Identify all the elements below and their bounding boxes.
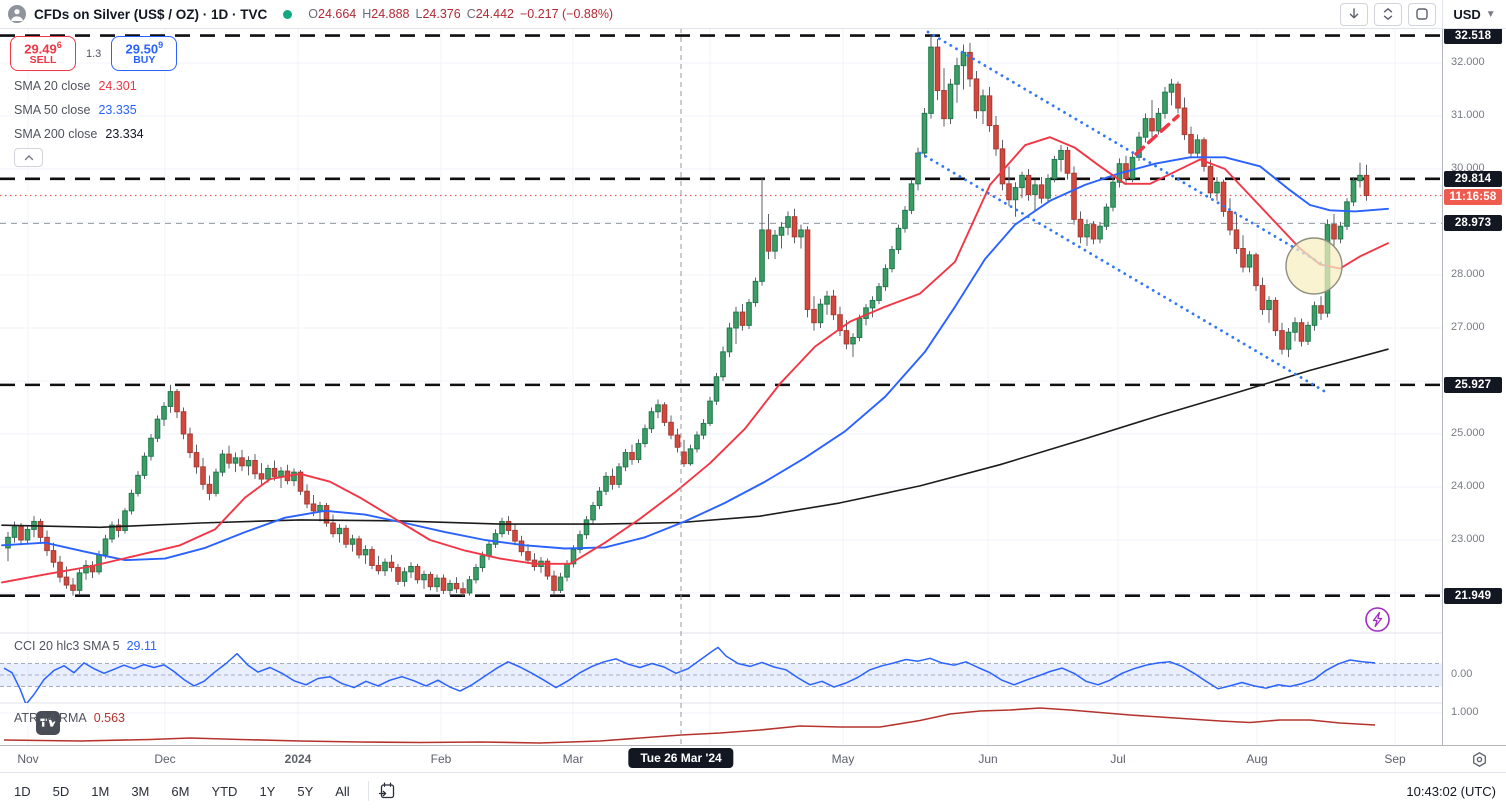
bar-countdown-label: 11:16:58 <box>1444 189 1502 205</box>
range-buttons: 1D 5D 1M 3M 6M YTD 1Y 5Y All <box>0 780 358 803</box>
header-divider <box>1442 0 1443 28</box>
go-to-date-button[interactable] <box>377 781 397 801</box>
price-tick: 31.000 <box>1451 109 1485 121</box>
sma-label: SMA 20 close <box>14 79 91 93</box>
ohlc-key: O <box>308 7 319 21</box>
chart-header: CFDs on Silver (US$ / OZ) · 1D · TVC O24… <box>0 0 1506 29</box>
price-axis[interactable]: 32.000 31.000 30.000 28.000 27.000 25.000 24.0… <box>1442 0 1506 772</box>
trade-widget: 29.496 SELL 1.3 29.509 BUY <box>10 36 178 71</box>
range-button-ytd[interactable]: YTD <box>211 783 238 799</box>
time-tick: Dec <box>154 752 176 766</box>
symbol-title[interactable]: CFDs on Silver (US$ / OZ) · 1D · TVC <box>34 6 268 22</box>
currency-selector[interactable]: USD ▼ <box>1453 6 1496 22</box>
price-tick: 24.000 <box>1451 480 1485 492</box>
time-tick: Sep <box>1384 752 1406 766</box>
sma-value: 23.334 <box>105 127 144 141</box>
arrow-down-icon <box>1349 8 1359 19</box>
ohlc-value: 24.442 <box>475 7 514 21</box>
indicator-legend: SMA 20 close 24.301 SMA 50 close 23.335 SMA … <box>14 74 144 146</box>
range-button-3m[interactable]: 3M <box>131 783 150 799</box>
sma-value: 23.335 <box>98 103 137 117</box>
price-level-label: 29.814 <box>1444 171 1502 187</box>
market-open-dot-icon[interactable] <box>283 9 293 19</box>
range-button-5y[interactable]: 5Y <box>297 783 314 799</box>
atr-legend[interactable]: ATR 14 RMA 0.563 <box>14 711 125 725</box>
chevron-down-icon: ▼ <box>1485 8 1496 20</box>
price-tick: 32.000 <box>1451 56 1485 68</box>
range-button-all[interactable]: All <box>335 783 350 799</box>
price-level-label: 28.973 <box>1444 215 1502 231</box>
time-tick: Jun <box>978 752 998 766</box>
collapse-panes-button[interactable] <box>1374 2 1402 26</box>
price-level-label: 25.927 <box>1444 377 1502 393</box>
sma-legend-row[interactable]: SMA 200 close 23.334 <box>14 122 144 146</box>
sell-button[interactable]: 29.496 SELL <box>10 36 76 71</box>
collapse-panes-icon <box>1383 8 1393 20</box>
ohlc-key: C <box>466 7 476 21</box>
time-tick: 2024 <box>284 752 312 766</box>
price-level-label: 32.518 <box>1444 28 1502 44</box>
ohlc-values: O24.664 H24.888 L24.376 C24.442 −0.217 (−0.8… <box>308 7 613 21</box>
cci-legend[interactable]: CCI 20 hlc3 SMA 5 29.11 <box>14 639 157 653</box>
person-icon <box>11 9 23 21</box>
price-level-label: 21.949 <box>1444 588 1502 604</box>
legend-collapse-button[interactable] <box>14 148 43 167</box>
sma-value: 24.301 <box>98 79 137 93</box>
instant-order-button[interactable] <box>1364 606 1391 633</box>
price-change: −0.217 (−0.88%) <box>519 7 614 21</box>
axis-settings-gear-icon[interactable] <box>1471 751 1488 768</box>
price-tick: 23.000 <box>1451 533 1485 545</box>
range-button-5d[interactable]: 5D <box>52 783 70 799</box>
range-button-1d[interactable]: 1D <box>14 783 31 799</box>
crosshair-date-tooltip: Tue 26 Mar '24 <box>628 748 734 768</box>
spread-value: 1.3 <box>86 47 102 60</box>
sma-legend-row[interactable]: SMA 50 close 23.335 <box>14 98 144 122</box>
time-axis[interactable]: Tue 26 Mar '24 Nov Dec 2024 Feb Mar May Jun Jul… <box>0 745 1506 773</box>
price-tick: 27.000 <box>1451 321 1485 333</box>
sma-label: SMA 200 close <box>14 127 98 141</box>
fullscreen-icon <box>1416 8 1428 20</box>
utc-clock[interactable]: 10:43:02 (UTC) <box>1406 783 1496 799</box>
price-tick: 25.000 <box>1451 427 1485 439</box>
fullscreen-button[interactable] <box>1408 2 1436 26</box>
lightning-icon <box>1372 611 1383 628</box>
range-button-1y[interactable]: 1Y <box>259 783 276 799</box>
chevron-up-icon <box>24 155 33 161</box>
sma-label: SMA 50 close <box>14 103 91 117</box>
time-tick: Aug <box>1246 752 1268 766</box>
time-tick: Jul <box>1110 752 1126 766</box>
ohlc-key: L <box>415 7 423 21</box>
price-tick: 28.000 <box>1451 268 1485 280</box>
atr-value: 0.563 <box>93 711 125 725</box>
bottom-toolbar: 1D 5D 1M 3M 6M YTD 1Y 5Y All 10:43:02 (UTC) <box>0 772 1506 808</box>
price-tick: 0.00 <box>1451 668 1473 680</box>
sma-legend-row[interactable]: SMA 20 close 24.301 <box>14 74 144 98</box>
scroll-to-recent-button[interactable] <box>1340 2 1368 26</box>
ohlc-value: 24.888 <box>371 7 410 21</box>
ohlc-value: 24.664 <box>318 7 357 21</box>
toolbar-divider <box>367 781 369 801</box>
time-tick: May <box>831 752 855 766</box>
user-avatar[interactable] <box>8 5 26 23</box>
price-tick: 1.000 <box>1451 706 1479 718</box>
time-tick: Mar <box>562 752 584 766</box>
header-right-controls: USD ▼ <box>1340 0 1506 28</box>
range-button-6m[interactable]: 6M <box>171 783 190 799</box>
range-button-1m[interactable]: 1M <box>91 783 110 799</box>
time-tick: Feb <box>430 752 452 766</box>
tradingview-logo <box>36 711 60 735</box>
time-tick: Nov <box>17 752 39 766</box>
cci-value: 29.11 <box>126 639 157 653</box>
ohlc-key: H <box>362 7 372 21</box>
buy-button[interactable]: 29.509 BUY <box>111 36 178 71</box>
ohlc-value: 24.376 <box>422 7 461 21</box>
